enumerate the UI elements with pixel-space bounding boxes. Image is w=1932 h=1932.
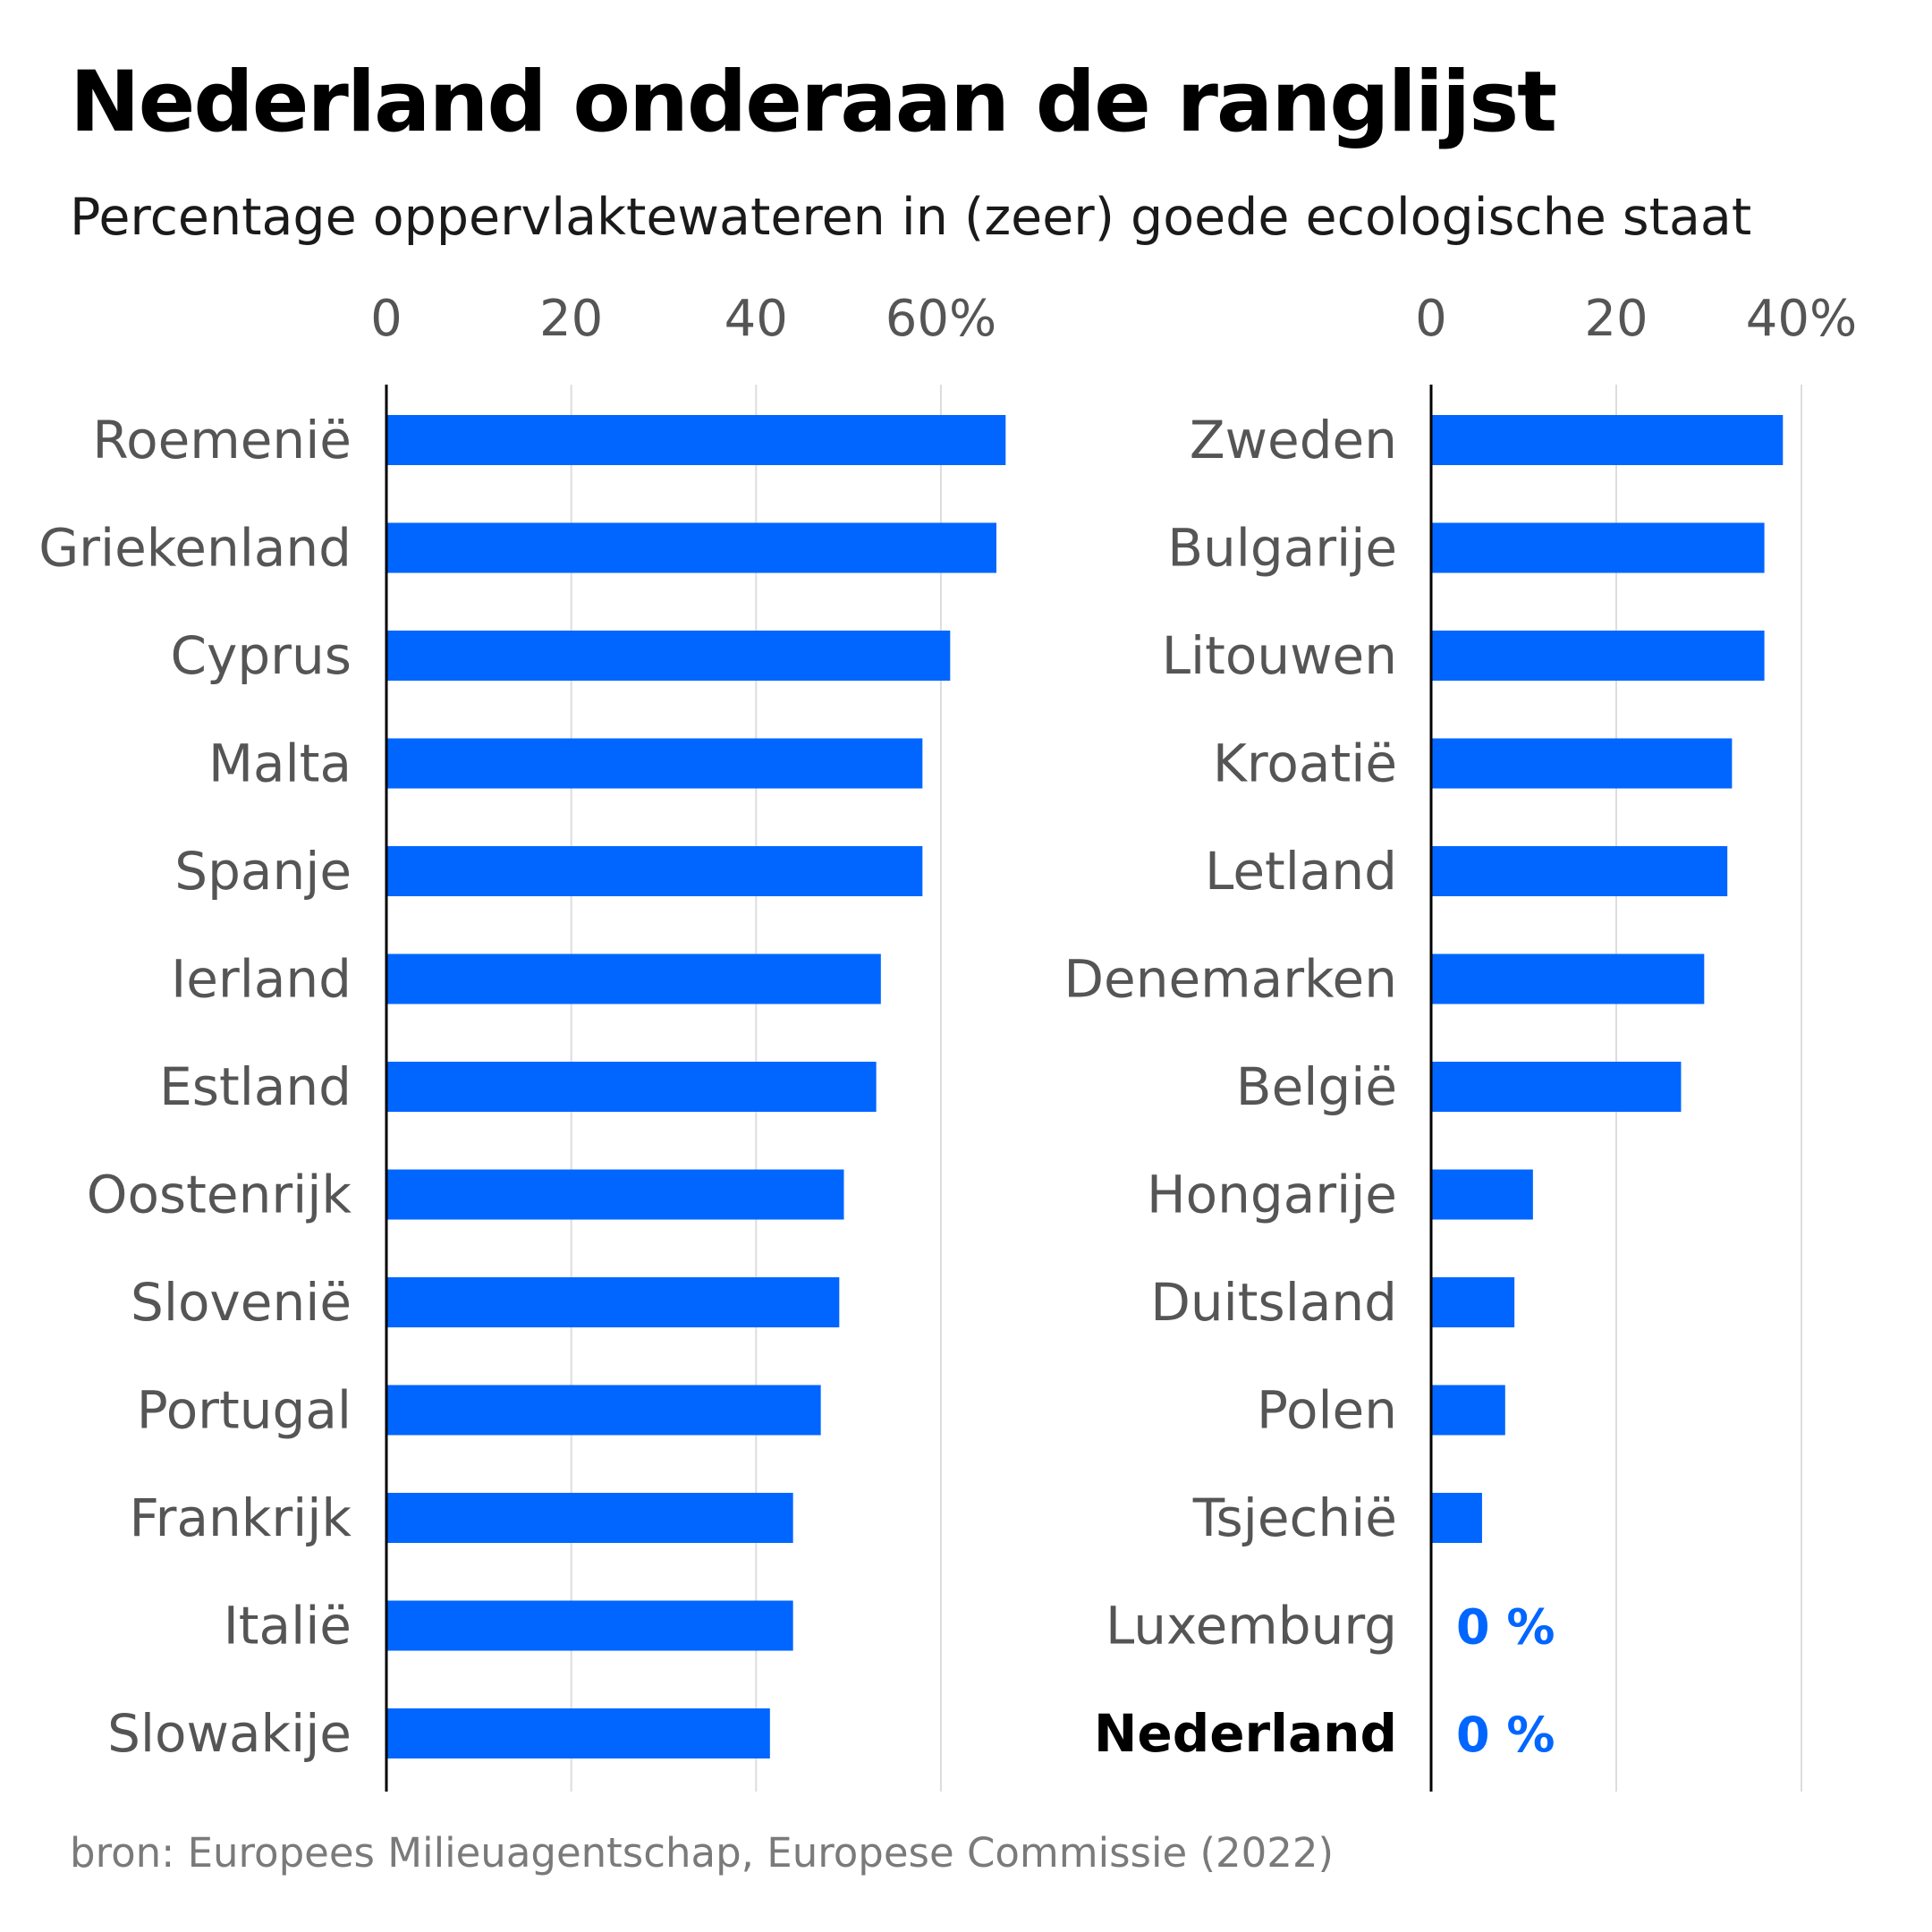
category-label: Estland <box>159 1056 352 1117</box>
bar <box>1431 415 1784 465</box>
bar <box>386 846 923 896</box>
category-label: Duitsland <box>1150 1272 1397 1333</box>
x-tick-label: 40 <box>724 290 788 348</box>
bar <box>386 1062 877 1112</box>
bar <box>386 1385 821 1436</box>
source-note: bron: Europees Milieuagentschap, Europes… <box>70 1829 1335 1877</box>
bar <box>386 631 951 681</box>
category-label: Kroatië <box>1213 733 1397 794</box>
chart-subtitle: Percentage oppervlaktewateren in (zeer) … <box>70 188 1752 247</box>
category-label: Litouwen <box>1162 625 1397 686</box>
category-label: Frankrijk <box>129 1487 352 1548</box>
bar <box>386 415 1006 465</box>
category-label: Spanje <box>174 841 352 902</box>
category-label: Bulgarije <box>1167 518 1397 579</box>
category-label: Italië <box>224 1596 352 1657</box>
label-layer: 0 20 40 60% Roemenië Griekenland Cyprus Malta Sp… <box>38 290 1857 1764</box>
bar <box>1431 1277 1515 1327</box>
axis-layer <box>385 385 1433 1792</box>
bar <box>1431 953 1705 1004</box>
bar <box>386 1169 844 1220</box>
category-label: Denemarken <box>1063 949 1397 1010</box>
bar <box>386 1277 840 1327</box>
category-label: Cyprus <box>171 625 352 686</box>
bar <box>386 1708 770 1758</box>
zero-value-label: 0 % <box>1456 1599 1555 1656</box>
bar <box>386 953 881 1004</box>
category-label: Nederland <box>1094 1703 1397 1764</box>
chart-title: Nederland onderaan de ranglijst <box>70 54 1557 151</box>
bar <box>1431 522 1765 573</box>
category-label: Malta <box>208 733 352 794</box>
category-label: Oostenrijk <box>87 1165 352 1225</box>
category-label: Letland <box>1205 841 1397 902</box>
bar-layer <box>386 415 1784 1758</box>
bar <box>1431 1385 1505 1436</box>
category-label: Tsjechië <box>1192 1487 1397 1548</box>
bar <box>386 522 996 573</box>
bar <box>386 1600 793 1651</box>
x-tick-label: 0 <box>1415 290 1447 348</box>
category-label: Griekenland <box>38 518 352 579</box>
bar <box>1431 1169 1533 1220</box>
x-tick-label: 20 <box>1584 290 1648 348</box>
category-label: Polen <box>1257 1380 1397 1441</box>
x-tick-label: 0 <box>370 290 402 348</box>
category-label: Luxemburg <box>1106 1596 1397 1657</box>
bar <box>1431 1062 1682 1112</box>
bar <box>386 1493 793 1543</box>
zero-value-label: 0 % <box>1456 1707 1555 1763</box>
x-tick-label: 20 <box>539 290 603 348</box>
bar <box>1431 631 1765 681</box>
bar <box>386 738 923 789</box>
x-tick-label: 40% <box>1746 290 1857 348</box>
bar <box>1431 738 1733 789</box>
bar <box>1431 846 1728 896</box>
category-label: Hongarije <box>1147 1165 1397 1225</box>
x-tick-label: 60% <box>886 290 996 348</box>
category-label: Slowakije <box>107 1703 352 1764</box>
category-label: Slovenië <box>131 1272 352 1333</box>
category-label: Ierland <box>171 949 352 1010</box>
category-label: Portugal <box>137 1380 352 1441</box>
category-label: België <box>1236 1056 1397 1117</box>
bar <box>1431 1493 1482 1543</box>
category-label: Zweden <box>1190 410 1397 470</box>
category-label: Roemenië <box>92 410 352 470</box>
